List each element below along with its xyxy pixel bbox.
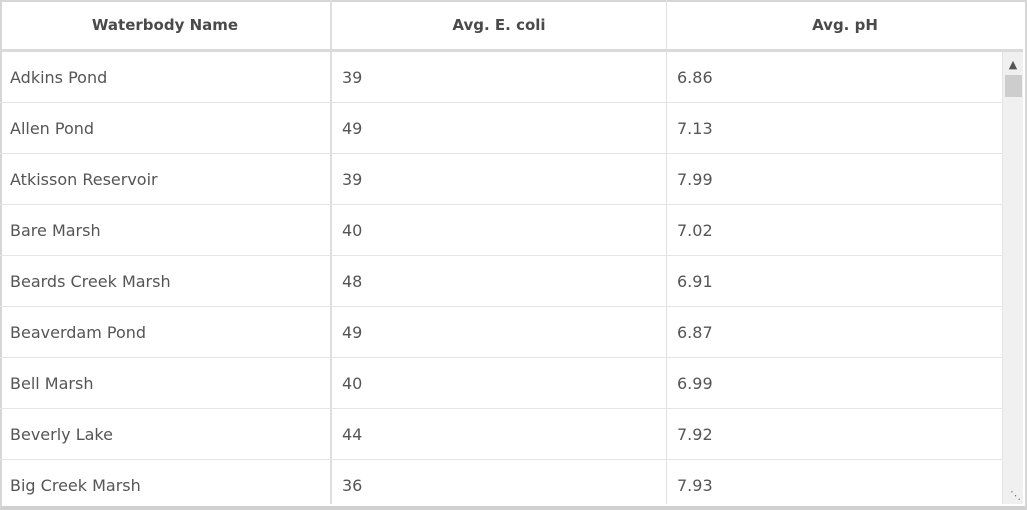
cell-avg-e-coli: 48 — [332, 256, 667, 306]
table-row[interactable]: Big Creek Marsh 36 7.93 — [0, 460, 1003, 504]
column-header-waterbody-name[interactable]: Waterbody Name — [0, 0, 332, 49]
table-row[interactable]: Atkisson Reservoir 39 7.99 — [0, 154, 1003, 205]
cell-avg-ph: 7.13 — [667, 103, 1003, 153]
cell-avg-e-coli: 49 — [332, 103, 667, 153]
table-row[interactable]: Beaverdam Pond 49 6.87 — [0, 307, 1003, 358]
table-row[interactable]: Beverly Lake 44 7.92 — [0, 409, 1003, 460]
cell-avg-e-coli: 39 — [332, 154, 667, 204]
cell-avg-ph: 6.87 — [667, 307, 1003, 357]
column-header-avg-ph[interactable]: Avg. pH — [812, 15, 878, 34]
cell-avg-ph: 6.99 — [667, 358, 1003, 408]
table-row[interactable]: Allen Pond 49 7.13 — [0, 103, 1003, 154]
cell-avg-ph: 7.93 — [667, 460, 1003, 504]
cell-waterbody-name: Bare Marsh — [0, 205, 332, 255]
cell-waterbody-name: Allen Pond — [0, 103, 332, 153]
cell-waterbody-name: Adkins Pond — [0, 52, 332, 102]
cell-waterbody-name: Atkisson Reservoir — [0, 154, 332, 204]
cell-avg-ph: 7.02 — [667, 205, 1003, 255]
cell-waterbody-name: Beards Creek Marsh — [0, 256, 332, 306]
cell-avg-ph: 7.99 — [667, 154, 1003, 204]
column-header-avg-e-coli[interactable]: Avg. E. coli — [332, 0, 667, 49]
cell-waterbody-name: Beverly Lake — [0, 409, 332, 459]
table-row[interactable]: Adkins Pond 39 6.86 — [0, 52, 1003, 103]
cell-avg-e-coli: 40 — [332, 205, 667, 255]
cell-avg-ph: 6.86 — [667, 52, 1003, 102]
table-row[interactable]: Bare Marsh 40 7.02 — [0, 205, 1003, 256]
vertical-scrollbar[interactable]: ▲ ⋱ — [1003, 52, 1023, 504]
cell-waterbody-name: Beaverdam Pond — [0, 307, 332, 357]
resize-grip-icon[interactable]: ⋱ — [1010, 489, 1021, 502]
table-row[interactable]: Bell Marsh 40 6.99 — [0, 358, 1003, 409]
table-header: Waterbody Name Avg. E. coli Avg. pH — [0, 0, 1023, 52]
chevron-up-icon[interactable]: ▲ — [1008, 58, 1018, 71]
cell-avg-ph: 7.92 — [667, 409, 1003, 459]
cell-avg-e-coli: 49 — [332, 307, 667, 357]
cell-avg-e-coli: 40 — [332, 358, 667, 408]
table-row[interactable]: Beards Creek Marsh 48 6.91 — [0, 256, 1003, 307]
cell-waterbody-name: Big Creek Marsh — [0, 460, 332, 504]
table-body: Adkins Pond 39 6.86 Allen Pond 49 7.13 Atkisso… — [0, 52, 1003, 504]
scrollbar-thumb[interactable] — [1005, 75, 1022, 97]
cell-avg-e-coli: 36 — [332, 460, 667, 504]
cell-avg-ph: 6.91 — [667, 256, 1003, 306]
cell-avg-e-coli: 39 — [332, 52, 667, 102]
cell-avg-e-coli: 44 — [332, 409, 667, 459]
cell-waterbody-name: Bell Marsh — [0, 358, 332, 408]
